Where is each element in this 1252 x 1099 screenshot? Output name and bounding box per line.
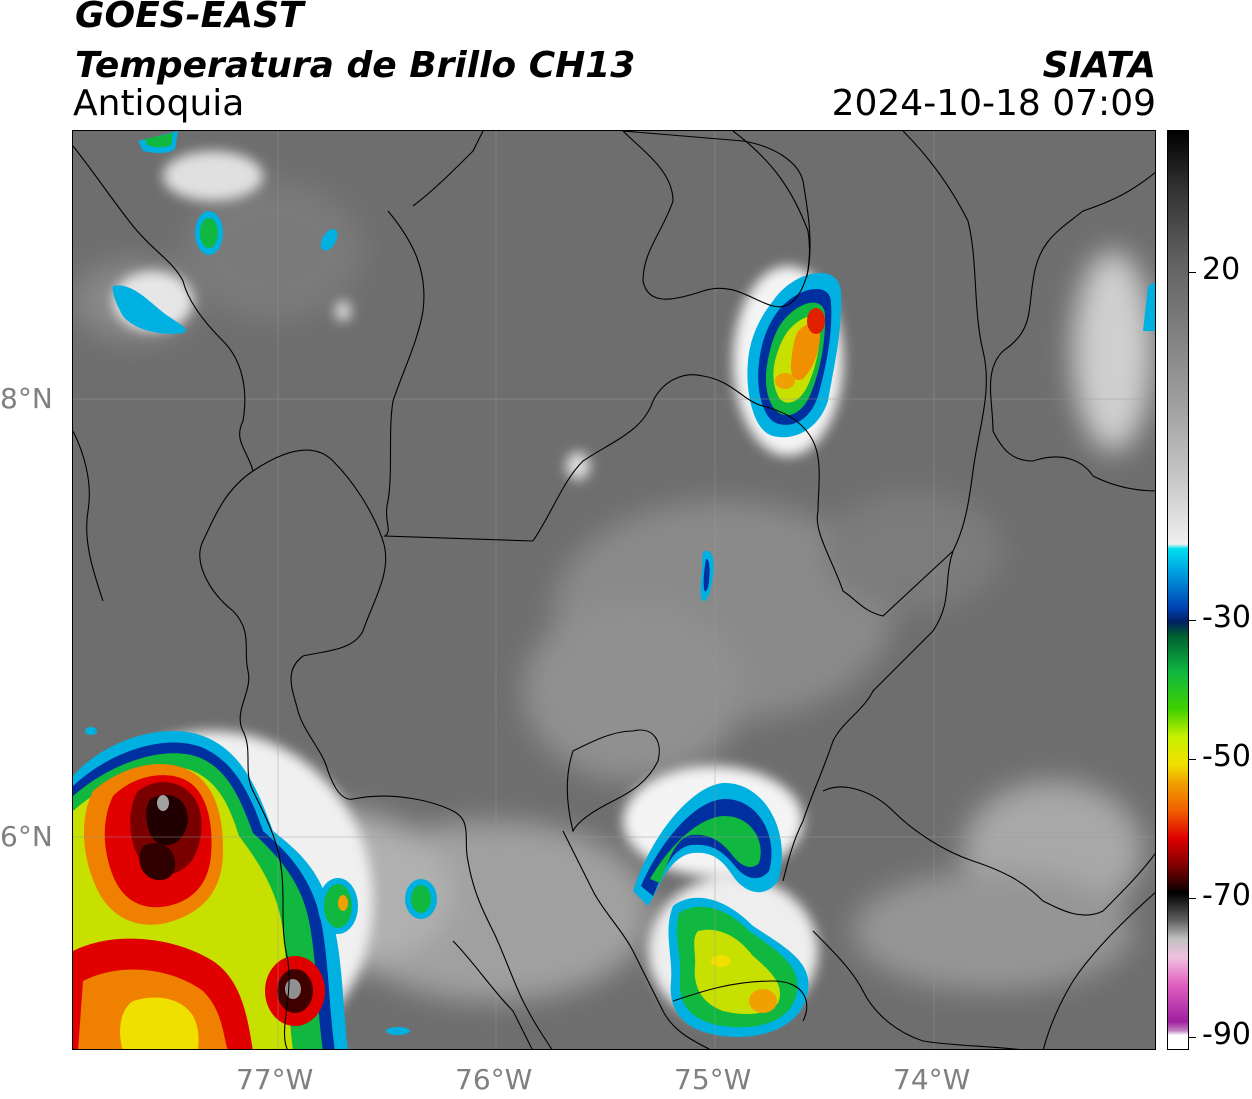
region-label: Antioquia bbox=[73, 83, 245, 124]
datetime-label: 2024-10-18 07:09 bbox=[831, 83, 1156, 124]
storm-south-central bbox=[633, 782, 809, 1037]
small-cells bbox=[85, 131, 1155, 1035]
satellite-map[interactable] bbox=[72, 130, 1156, 1050]
satellite-title: GOES-EAST bbox=[75, 0, 304, 36]
colorbar-label-minus50: -50 bbox=[1202, 739, 1251, 774]
colorbar-label-20: 20 bbox=[1202, 252, 1241, 287]
lon-tick-77w: 77°W bbox=[236, 1063, 314, 1096]
lat-tick-6n: 6°N bbox=[0, 820, 53, 853]
lat-tick-8n: 8°N bbox=[0, 382, 53, 415]
graticule bbox=[73, 131, 1155, 1049]
colorbar-label-minus30: -30 bbox=[1202, 600, 1251, 635]
colorbar-tick bbox=[1189, 1037, 1196, 1038]
agency-label: SIATA bbox=[1042, 45, 1156, 86]
storm-northeast bbox=[747, 272, 842, 438]
colorbar-tick bbox=[1189, 272, 1196, 273]
boundaries bbox=[73, 131, 1155, 1049]
colorbar-tick bbox=[1189, 759, 1196, 760]
colorbar-tick bbox=[1189, 898, 1196, 899]
colorbar bbox=[1167, 130, 1189, 1050]
colorbar-label-minus90: -90 bbox=[1202, 1017, 1251, 1052]
product-title: Temperatura de Brillo CH13 bbox=[75, 45, 636, 86]
lon-tick-76w: 76°W bbox=[455, 1063, 533, 1096]
lon-tick-74w: 74°W bbox=[893, 1063, 971, 1096]
storm-southwest bbox=[73, 730, 348, 1049]
colorbar-label-minus70: -70 bbox=[1202, 878, 1251, 913]
colorbar-tick bbox=[1189, 620, 1196, 621]
lon-tick-75w: 75°W bbox=[674, 1063, 752, 1096]
map-canvas bbox=[73, 131, 1155, 1049]
storm-center-small bbox=[700, 550, 714, 602]
